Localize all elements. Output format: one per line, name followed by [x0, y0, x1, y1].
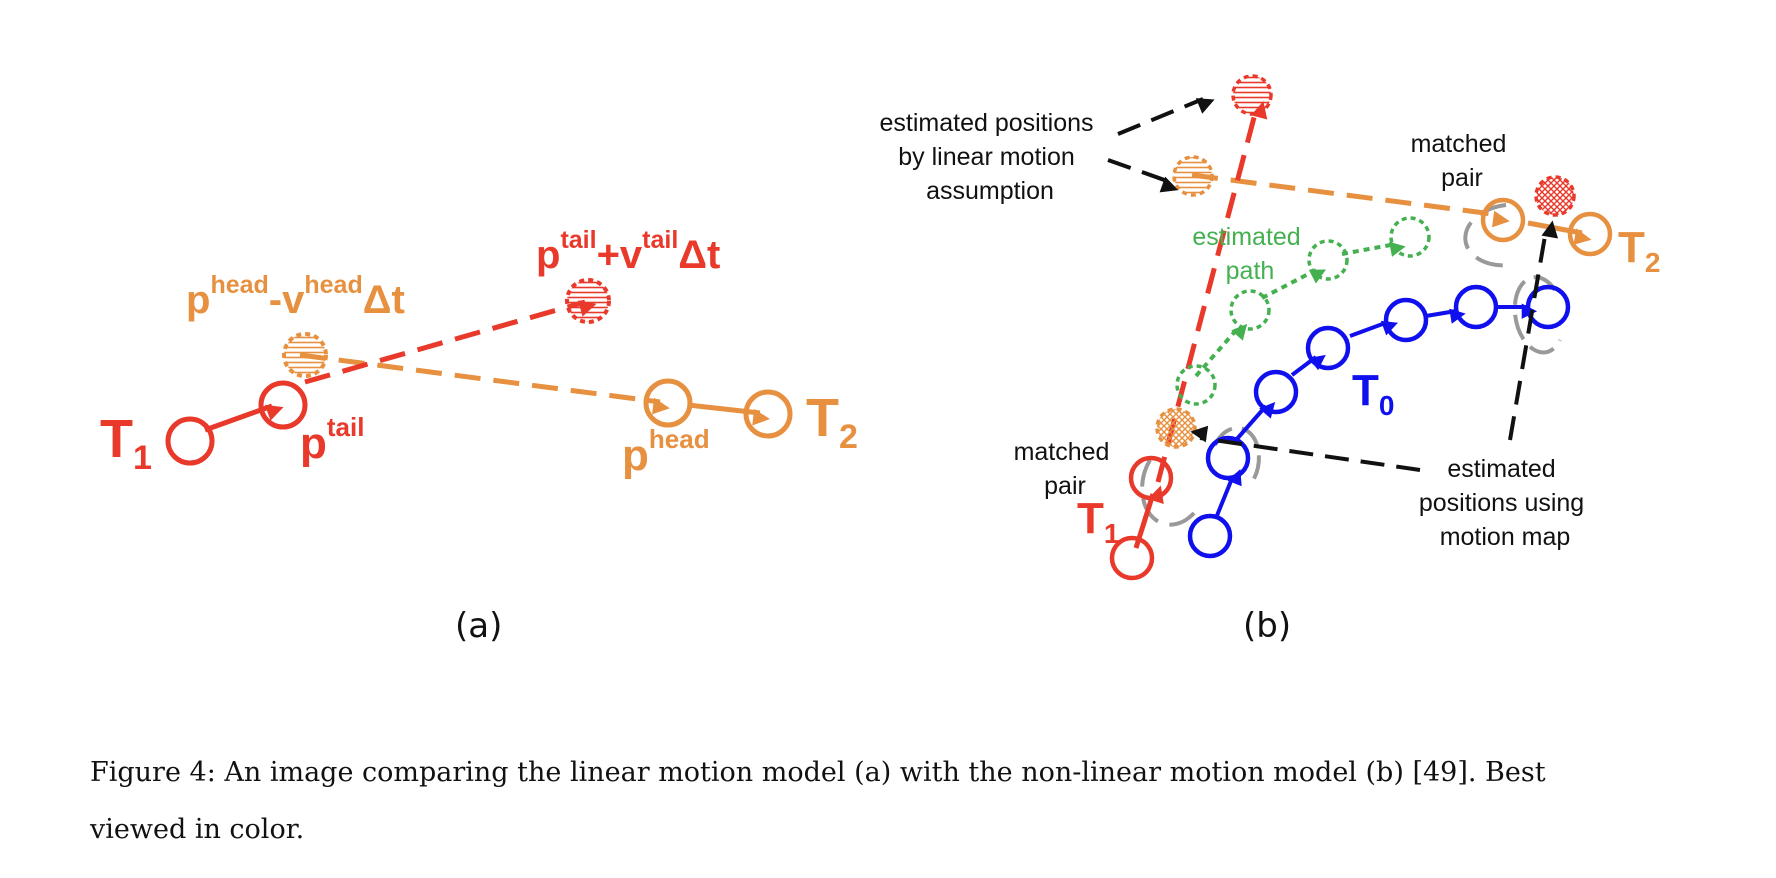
p-tail-node: [258, 380, 308, 430]
t0-label-b: T0: [1352, 366, 1394, 421]
panel-b-label: (b): [1243, 606, 1292, 646]
matched-pair-bracket-bottom: [1140, 458, 1202, 527]
t0-node-6: [1453, 284, 1499, 330]
linear-note-arrow-2: [1107, 158, 1179, 193]
figure-caption: Figure 4: An image comparing the linear …: [90, 744, 1690, 858]
panel-a: T1 T2 ptail phead ptail+vtailΔt phead-vh…: [100, 226, 858, 480]
blue-seg-5: [1425, 308, 1466, 324]
t2-linear-line: [1191, 172, 1510, 228]
green-est-node-3: [1307, 239, 1349, 281]
tail-estimate-label: ptail+vtailΔt: [536, 226, 720, 277]
motion-map-arrow-1: [1190, 425, 1421, 472]
linear-note-text: estimated positions by linear motion ass…: [880, 109, 1101, 205]
t0-node-5: [1383, 297, 1429, 343]
blue-seg-4: [1349, 320, 1398, 338]
motion-map-bracket-bottom: [1213, 425, 1261, 487]
green-path-1: [1194, 323, 1248, 378]
tail-projection-line: [304, 299, 597, 385]
t2-node-head: [1480, 197, 1526, 243]
matched-pair-top-text: matched pair: [1411, 130, 1514, 192]
t0-node-1: [1187, 513, 1233, 559]
panel-a-label: (a): [455, 606, 503, 646]
t2-linear-estimate-node: [1172, 155, 1214, 197]
green-est-node-4: [1389, 216, 1431, 258]
green-path-3: [1341, 241, 1406, 257]
t1-start-node: [165, 416, 215, 466]
green-est-node-2: [1229, 289, 1271, 331]
t0-node-4: [1305, 325, 1351, 371]
head-estimate-node: [282, 332, 328, 378]
t0-node-7: [1525, 284, 1571, 330]
t2-label-b: T2: [1618, 223, 1660, 278]
motion-map-arrow-2: [1508, 220, 1559, 441]
head-back-projection-line: [299, 352, 670, 415]
p-head-node: [643, 378, 693, 428]
caption-line-1: Figure 4: An image comparing the linear …: [90, 757, 1546, 788]
t1-label-b: T1: [1077, 494, 1119, 549]
t2-node-end: [1567, 211, 1613, 257]
estimated-path-text: estimated path: [1192, 223, 1307, 285]
t1-node-start: [1109, 535, 1155, 581]
figure-diagram: T1 T2 ptail phead ptail+vtailΔt phead-vh…: [100, 74, 1660, 581]
blue-seg-1: [1214, 469, 1242, 519]
t0-node-3: [1253, 369, 1299, 415]
linear-note-arrow-1: [1117, 97, 1215, 136]
blue-seg-2: [1234, 401, 1276, 442]
t0-node-2: [1205, 435, 1251, 481]
t2-motion-map-estimate-node: [1155, 407, 1197, 449]
t2-end-node: [743, 389, 793, 439]
green-est-node-1: [1175, 364, 1217, 406]
motion-map-note-text: estimated positions using motion map: [1419, 455, 1591, 551]
t2-label-a: T2: [806, 388, 858, 456]
t1-node-tail: [1128, 455, 1174, 501]
matched-pair-bottom-text: matched pair: [1014, 438, 1117, 500]
tail-estimate-node: [565, 278, 611, 324]
caption-line-2: viewed in color.: [90, 814, 305, 845]
t1-motion-map-estimate-node: [1534, 175, 1576, 217]
t1-label-a: T1: [100, 409, 152, 477]
p-tail-label: ptail: [300, 412, 364, 468]
panel-b: estimated positions by linear motion ass…: [880, 74, 1660, 581]
head-estimate-label: phead-vheadΔt: [186, 271, 405, 322]
t1-linear-estimate-node: [1231, 74, 1273, 116]
p-head-label: phead: [622, 424, 710, 480]
